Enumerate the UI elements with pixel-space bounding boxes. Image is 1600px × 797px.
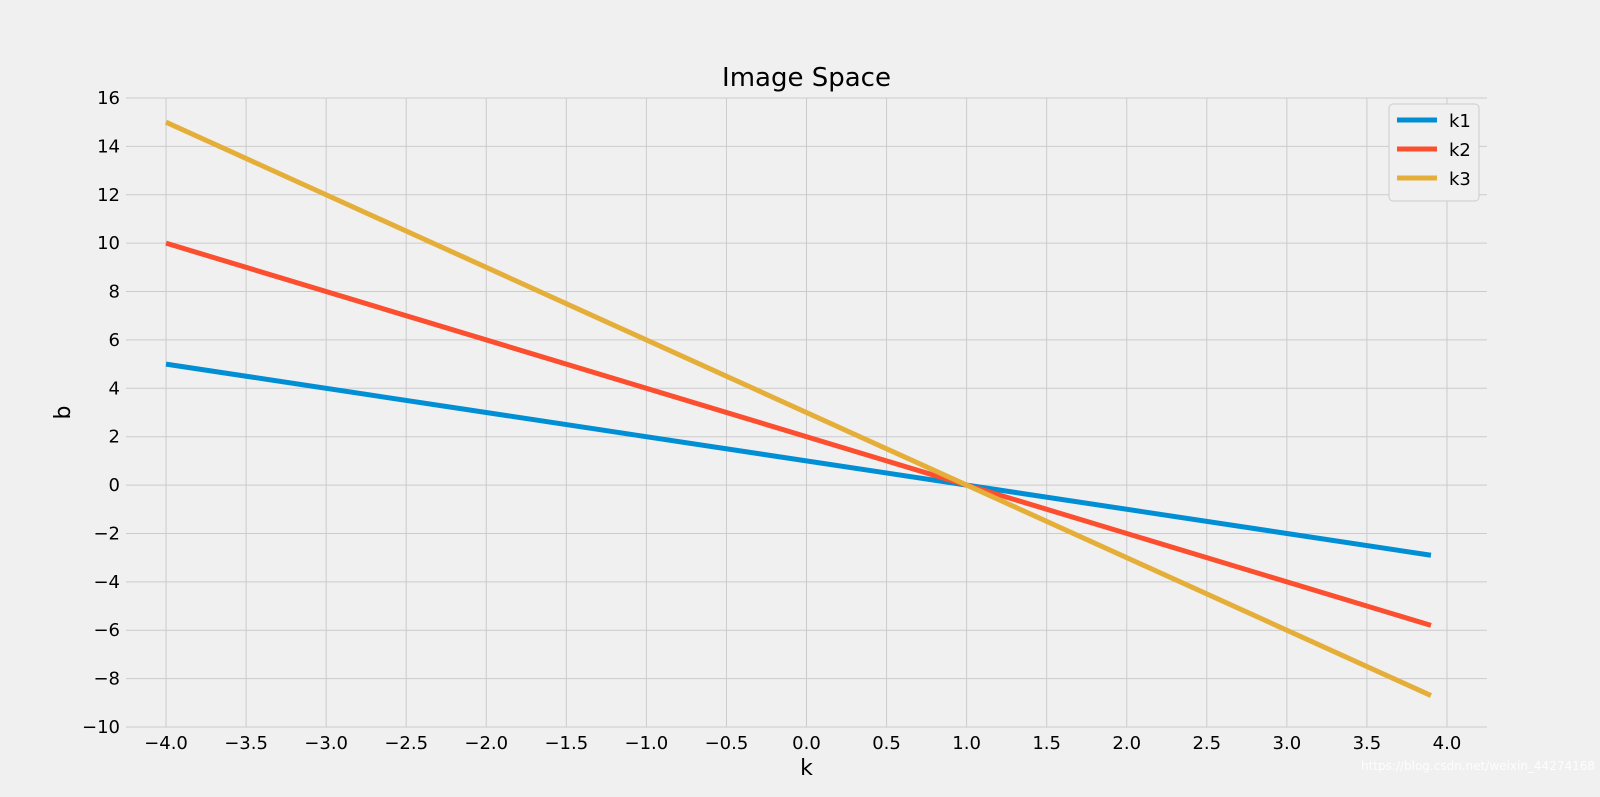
- x-tick-label: −4.0: [144, 733, 188, 754]
- y-tick-label: 0: [109, 475, 120, 496]
- x-tick-label: −0.5: [705, 733, 749, 754]
- series-line-k2: [165, 240, 1432, 628]
- x-tick-label: 1.0: [952, 733, 981, 754]
- x-tick-label: 4.0: [1433, 733, 1462, 754]
- x-tick-label: 1.5: [1032, 733, 1061, 754]
- x-tick-label: −2.0: [464, 733, 508, 754]
- y-tick-label: −4: [93, 572, 120, 593]
- x-tick-label: −2.5: [384, 733, 428, 754]
- x-tick-labels: −4.0 −3.5 −3.0 −2.5 −2.0 −1.5 −1.0 −0.5 0.0 0.5 1.…: [144, 733, 1461, 754]
- y-tick-label: −10: [82, 717, 120, 738]
- y-tick-label: 8: [109, 282, 120, 303]
- grid: [126, 97, 1487, 728]
- y-axis-label: b: [51, 406, 76, 420]
- y-tick-label: 6: [109, 330, 120, 351]
- legend: k1 k2 k3: [1388, 103, 1480, 202]
- y-tick-label: 14: [97, 136, 120, 157]
- x-tick-label: −3.0: [304, 733, 348, 754]
- x-tick-label: −1.0: [625, 733, 669, 754]
- y-tick-label: 4: [109, 378, 120, 399]
- chart-title: Image Space: [722, 63, 891, 93]
- y-tick-labels: −10 −8 −6 −4 −2 0 2 4 6 8 10 12 14 16: [82, 88, 120, 738]
- x-tick-label: 0.0: [792, 733, 821, 754]
- watermark: https://blog.csdn.net/weixin_44274168: [1361, 759, 1595, 773]
- series-line-k3: [164, 119, 1432, 698]
- x-tick-label: 0.5: [872, 733, 901, 754]
- x-tick-label: 3.0: [1273, 733, 1302, 754]
- legend-label-k2: k2: [1449, 140, 1471, 161]
- legend-label-k1: k1: [1449, 111, 1471, 132]
- y-tick-label: 12: [97, 185, 120, 206]
- x-tick-label: 2.0: [1112, 733, 1141, 754]
- x-tick-label: −3.5: [224, 733, 268, 754]
- x-tick-label: 3.5: [1353, 733, 1382, 754]
- y-tick-label: 16: [97, 88, 120, 109]
- x-tick-label: 2.5: [1192, 733, 1221, 754]
- legend-label-k3: k3: [1449, 169, 1471, 190]
- x-tick-label: −1.5: [544, 733, 588, 754]
- y-tick-label: −2: [93, 523, 120, 544]
- y-tick-label: 2: [109, 427, 120, 448]
- x-axis-label: k: [800, 756, 813, 781]
- y-tick-label: −6: [93, 620, 120, 641]
- y-tick-label: −8: [93, 669, 120, 690]
- series-line-k1: [165, 361, 1432, 558]
- y-tick-label: 10: [97, 233, 120, 254]
- series-lines: [164, 119, 1432, 698]
